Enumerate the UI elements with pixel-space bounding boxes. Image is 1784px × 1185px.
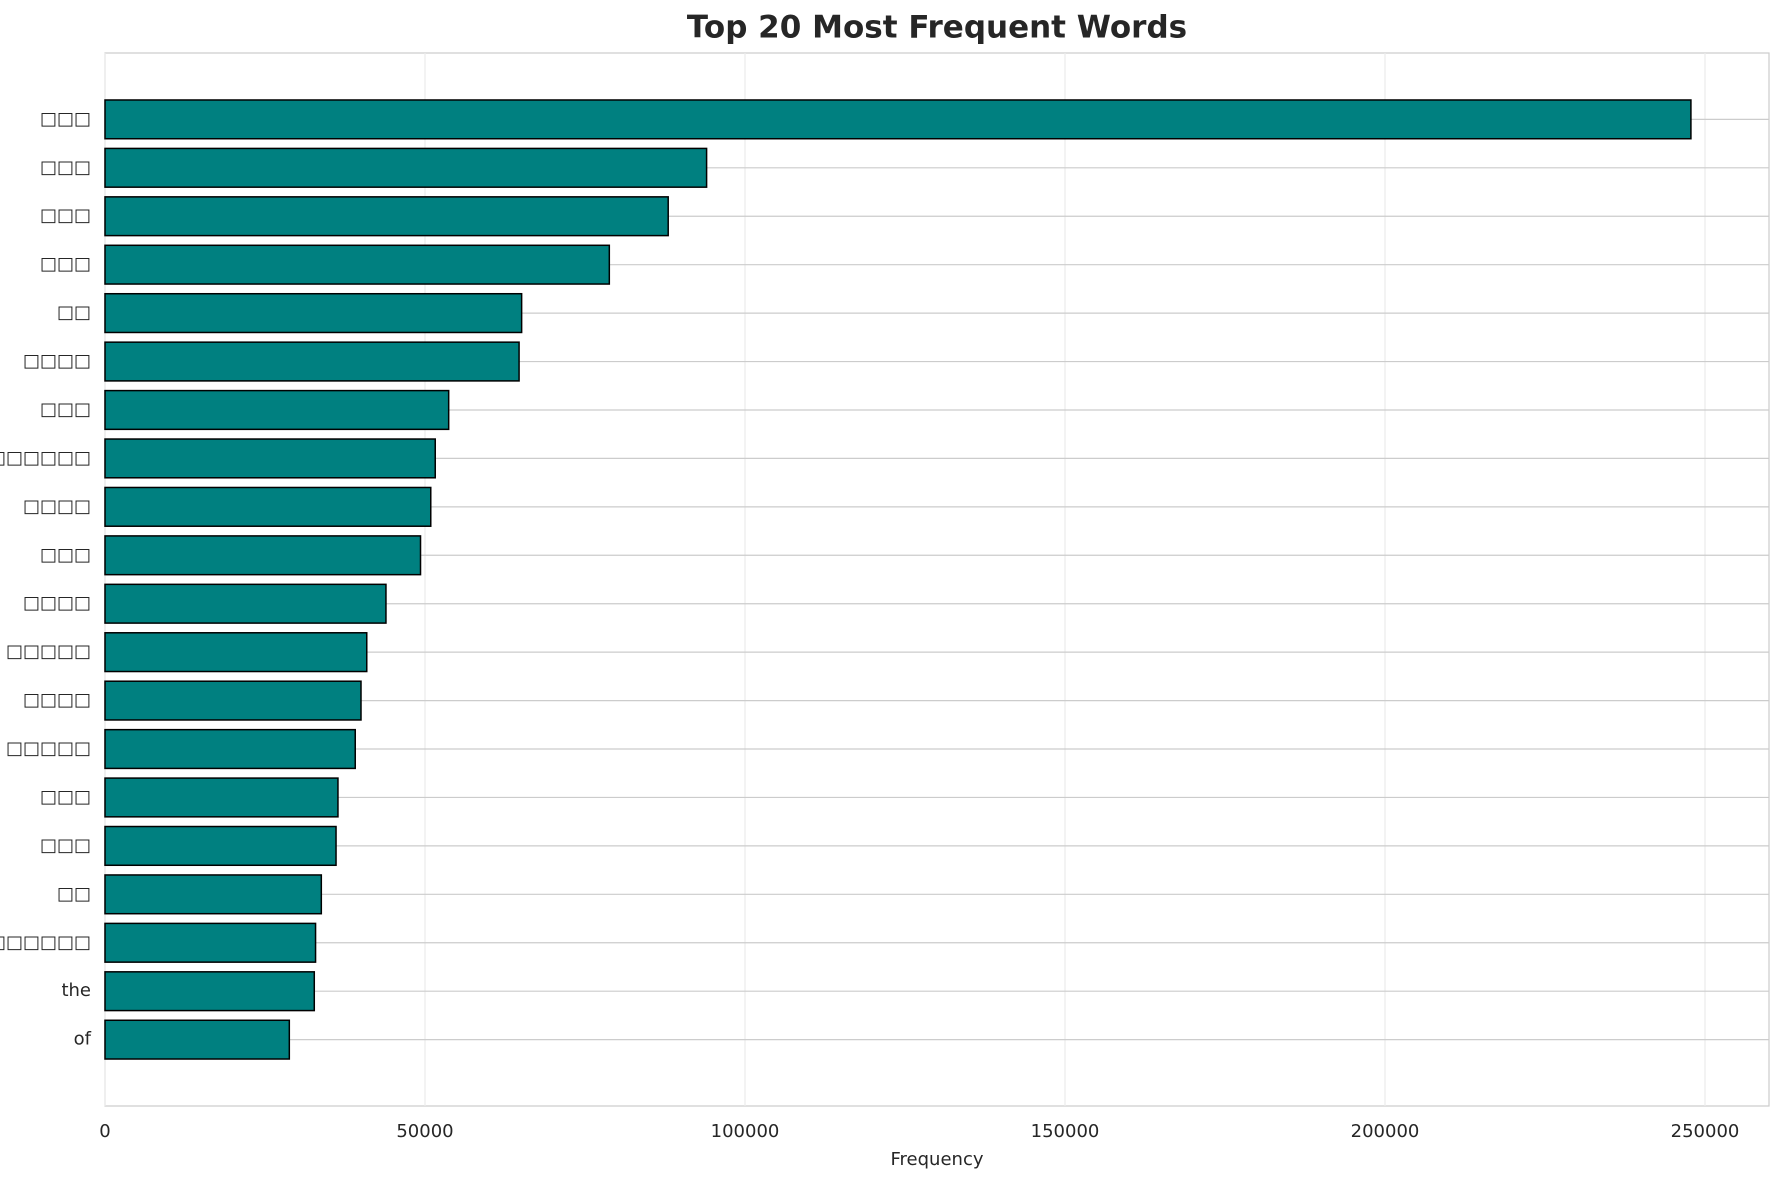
x-tick-label: 150000	[1031, 1121, 1100, 1142]
x-tick-label: 0	[99, 1121, 110, 1142]
y-tick-label: □□□	[40, 544, 91, 565]
x-axis-label: Frequency	[891, 1149, 984, 1170]
y-tick-label: □□□□	[23, 593, 91, 614]
x-tick-label: 200000	[1351, 1121, 1420, 1142]
bar	[104, 583, 387, 624]
y-tick-label: □□□	[40, 254, 91, 275]
y-tick-label: □□	[57, 302, 91, 323]
bar	[104, 632, 368, 673]
y-tick-label: □□□	[40, 835, 91, 856]
y-tick-label: □□□□□□	[0, 447, 91, 468]
bar	[104, 196, 669, 237]
bar	[104, 389, 450, 431]
bar	[104, 244, 611, 285]
x-tick-label: 50000	[396, 1121, 453, 1142]
bar	[104, 825, 337, 867]
y-tick-label: □□□□□	[6, 641, 91, 662]
y-tick-label: □□□□□□	[0, 932, 91, 953]
bar	[104, 486, 432, 527]
y-tick-label: □□□□	[23, 351, 91, 372]
y-tick-label: of	[74, 1029, 92, 1050]
bar	[104, 680, 362, 721]
y-tick-label: □□□	[40, 786, 91, 807]
bar	[104, 99, 1692, 140]
bar	[104, 341, 520, 382]
x-tick-label: 100000	[711, 1121, 780, 1142]
bar	[104, 874, 323, 915]
y-tick-label: □□□	[40, 205, 91, 226]
y-tick-label: □□□	[40, 157, 91, 178]
bar	[104, 535, 422, 576]
x-tick-label: 250000	[1671, 1121, 1740, 1142]
bar	[104, 971, 316, 1012]
y-tick-label: □□□	[40, 399, 91, 420]
y-tick-label: the	[61, 980, 91, 1001]
y-tick-label: □□□	[40, 108, 91, 129]
bar	[104, 147, 708, 188]
bar	[104, 728, 356, 770]
bar	[104, 438, 436, 479]
y-tick-label: □□□□	[23, 690, 91, 711]
bar	[104, 777, 339, 818]
y-tick-label: □□□□	[23, 496, 91, 517]
bar	[104, 1019, 291, 1060]
y-tick-label: □□□□□	[6, 738, 91, 759]
bar	[104, 292, 523, 334]
chart-title: Top 20 Most Frequent Words	[687, 10, 1187, 46]
y-tick-label: □□	[57, 883, 91, 904]
bar	[104, 922, 317, 963]
